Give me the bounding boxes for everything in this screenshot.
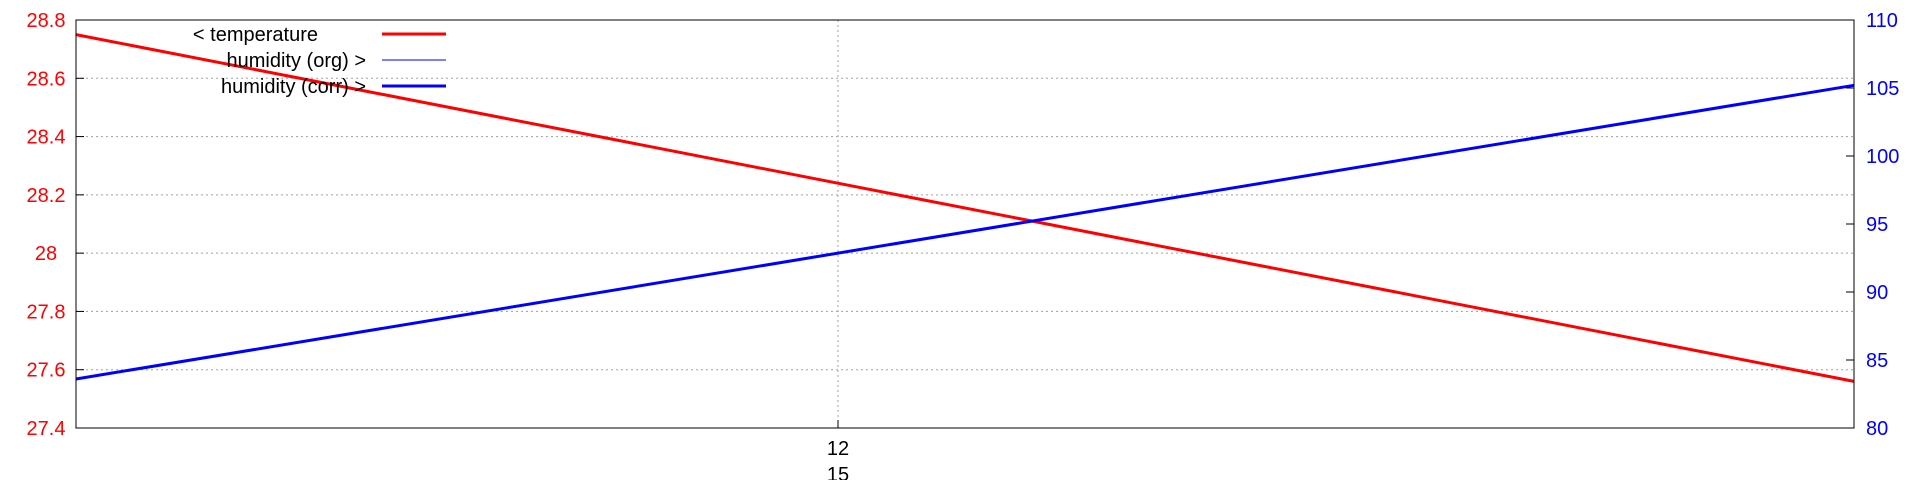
x-tick-label: 12 — [827, 438, 849, 460]
y-left-tick-label: 27.6 — [27, 360, 66, 382]
y-right-tick-label: 90 — [1866, 282, 1888, 304]
y-left-tick-label: 28.8 — [27, 10, 66, 32]
legend: < temperature humidity (org) > humidity (c… — [193, 24, 446, 98]
y-left-tick-label: 28.4 — [27, 127, 66, 149]
y-left-tick-label: 28.2 — [27, 185, 66, 207]
y-left-tick-label: 28.6 — [27, 68, 66, 90]
series-line — [75, 83, 1855, 381]
y-right-tick-label: 105 — [1866, 78, 1899, 100]
legend-label: humidity (corr) > — [221, 76, 366, 98]
ticks: 27.4 27.6 27.8 28 28.2 28.4 28.6 28.8 80 85 90 95 10… — [27, 10, 1900, 480]
legend-label: < temperature — [193, 24, 318, 46]
legend-label: humidity (org) > — [227, 50, 367, 72]
y-left-tick-label: 28 — [35, 243, 57, 265]
series-lines — [75, 33, 1855, 383]
y-left-tick-label: 27.4 — [27, 418, 66, 440]
y-left-tick-label: 27.8 — [27, 301, 66, 323]
x-tick-label-secondary: 15 — [827, 464, 849, 480]
y-right-tick-label: 100 — [1866, 146, 1899, 168]
y-right-tick-label: 95 — [1866, 214, 1888, 236]
series-line — [75, 33, 1855, 383]
y-right-tick-label: 85 — [1866, 350, 1888, 372]
y-right-tick-label: 80 — [1866, 418, 1888, 440]
y-right-tick-label: 110 — [1866, 10, 1898, 32]
